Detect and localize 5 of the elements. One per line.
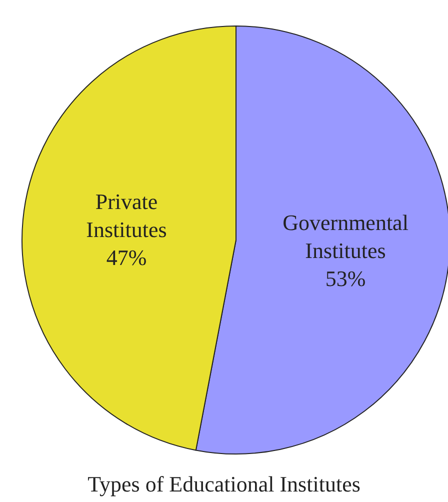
slice-label: Private Institutes [86,189,167,242]
data-label: 47% [106,245,147,270]
data-label: 53% [325,266,366,291]
text: Types of Educational Institutes [88,472,360,496]
slice-label: Governmental Institutes [282,210,408,263]
